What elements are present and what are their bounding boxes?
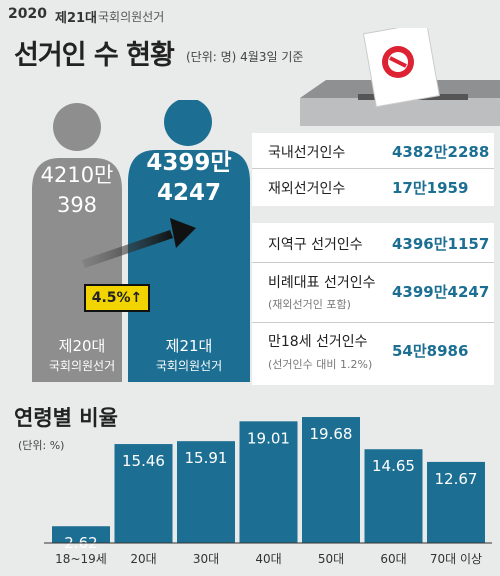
- previous-total-line2: 398: [56, 193, 98, 217]
- domestic-voters-label: 국내선거인수: [268, 145, 346, 161]
- category-label-2: 30대: [193, 552, 219, 566]
- bar-0: [52, 526, 110, 543]
- logo-year: 2020: [8, 6, 47, 22]
- category-label-3: 40대: [255, 552, 281, 566]
- chart-unit: (단위: %): [18, 439, 65, 452]
- current-election-figure: [128, 100, 250, 382]
- current-label-line1: 제21대: [165, 337, 213, 355]
- previous-election-figure: [32, 103, 122, 382]
- category-label-0: 18~19세: [55, 552, 107, 566]
- page-title: 선거인 수 현황: [14, 40, 175, 71]
- domestic-voters-value: 4382만2288: [392, 143, 490, 161]
- age18-voters-note: (선거인수 대비 1.2%): [268, 358, 373, 371]
- age18-voters-label: 만18세 선거인수: [268, 334, 368, 350]
- current-total-line1: 4399만: [146, 150, 232, 176]
- category-label-1: 20대: [130, 552, 156, 566]
- bar-value-label-2: 15.91: [185, 449, 228, 467]
- proportional-voters-note: (재외선거인 포함): [268, 298, 351, 311]
- current-total-line2: 4247: [156, 180, 221, 206]
- bar-value-label-5: 14.65: [372, 457, 415, 475]
- bar-6: [427, 461, 485, 543]
- category-label-5: 60대: [380, 552, 406, 566]
- bar-value-label-6: 12.67: [435, 470, 478, 488]
- previous-label-line2: 국회의원선거: [48, 359, 116, 373]
- age-ratio-chart: 2.6218~19세15.4620대15.9130대19.0140대19.685…: [44, 417, 492, 566]
- current-label-line2: 국회의원선거: [155, 359, 223, 373]
- bar-4: [302, 417, 360, 543]
- chart-title: 연령별 비율: [14, 406, 118, 430]
- figures-illustration: [32, 100, 250, 382]
- category-label-6: 70대 이상: [430, 552, 482, 566]
- bar-value-label-1: 15.46: [122, 452, 165, 470]
- bar-value-label-3: 19.01: [247, 429, 290, 447]
- proportional-voters-label: 비례대표 선거인수: [268, 275, 376, 291]
- previous-total-line1: 4210만: [40, 163, 114, 187]
- page-subtitle: (단위: 명) 4월3일 기준: [186, 50, 304, 64]
- bar-3: [239, 421, 298, 543]
- district-voters-label: 지역구 선거인수: [268, 237, 363, 253]
- logo-label: 국회의원선거: [98, 10, 165, 24]
- proportional-voters-value: 4399만4247: [392, 283, 490, 301]
- bar-5: [364, 449, 423, 543]
- district-voters-value: 4396만1157: [392, 235, 490, 253]
- increase-arrow-icon: [82, 218, 196, 268]
- category-label-4: 50대: [318, 552, 344, 566]
- ballot-box-icon: [300, 28, 500, 126]
- bar-1: [114, 444, 173, 543]
- overseas-voters-label: 재외선거인수: [268, 181, 346, 197]
- previous-label-line1: 제20대: [58, 337, 106, 355]
- bar-value-label-4: 19.68: [310, 425, 353, 443]
- age18-voters-value: 54만8986: [392, 342, 469, 360]
- overseas-voters-value: 17만1959: [392, 179, 469, 197]
- logo-generation: 제21대: [55, 11, 98, 26]
- bar-2: [177, 441, 235, 543]
- voter-summary-panel: 국내선거인수 4382만2288 재외선거인수 17만1959: [252, 133, 494, 206]
- change-badge: 4.5%↑: [84, 284, 150, 312]
- voter-breakdown-panel: 지역구 선거인수 4396만1157 비례대표 선거인수 4399만4247 (…: [252, 223, 494, 385]
